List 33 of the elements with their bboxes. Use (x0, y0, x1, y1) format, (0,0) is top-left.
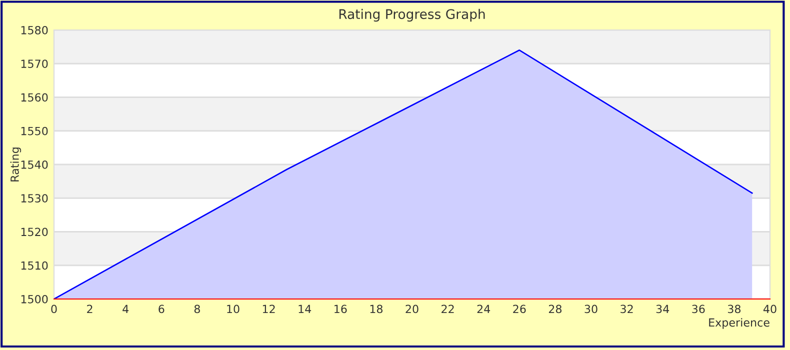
x-tick-label: 34 (656, 304, 670, 314)
x-tick-label: 0 (51, 304, 57, 314)
x-tick-label: 38 (728, 304, 741, 314)
x-tick-label: 36 (692, 304, 705, 314)
x-tick-label: 32 (620, 304, 633, 314)
y-axis-title: Rating (10, 148, 22, 182)
y-tick-label: 1570 (21, 60, 48, 68)
x-axis-title: Experience (709, 318, 770, 329)
y-tick-label: 1500 (21, 294, 48, 304)
x-tick-label: 28 (548, 304, 562, 314)
x-tick-label: 12 (262, 304, 275, 313)
x-tick-label: 30 (584, 304, 598, 314)
y-tick-label: 1560 (21, 93, 48, 102)
x-tick-label: 4 (122, 304, 129, 313)
x-tick-label: 16 (334, 304, 347, 314)
y-tick-label: 1510 (21, 261, 48, 270)
x-tick-label: 20 (406, 304, 418, 314)
y-tick-label: 1530 (21, 194, 48, 203)
y-tick-label: 1520 (21, 228, 48, 236)
x-tick-label: 24 (477, 304, 490, 313)
x-tick-label: 2 (87, 304, 92, 313)
x-tick-label: 10 (227, 304, 240, 314)
y-tick-label: 1550 (21, 126, 48, 136)
y-tick-label: 1540 (21, 160, 48, 169)
x-tick-label: 40 (763, 304, 776, 314)
x-tick-label: 8 (194, 304, 200, 314)
x-tick-label: 14 (298, 304, 312, 313)
x-tick-label: 6 (158, 304, 164, 314)
x-tick-label: 22 (442, 304, 454, 313)
y-tick-label: 1580 (21, 26, 48, 34)
chart-title: Rating Progress Graph (339, 8, 485, 22)
x-tick-label: 26 (513, 304, 526, 314)
x-tick-label: 18 (370, 304, 383, 314)
